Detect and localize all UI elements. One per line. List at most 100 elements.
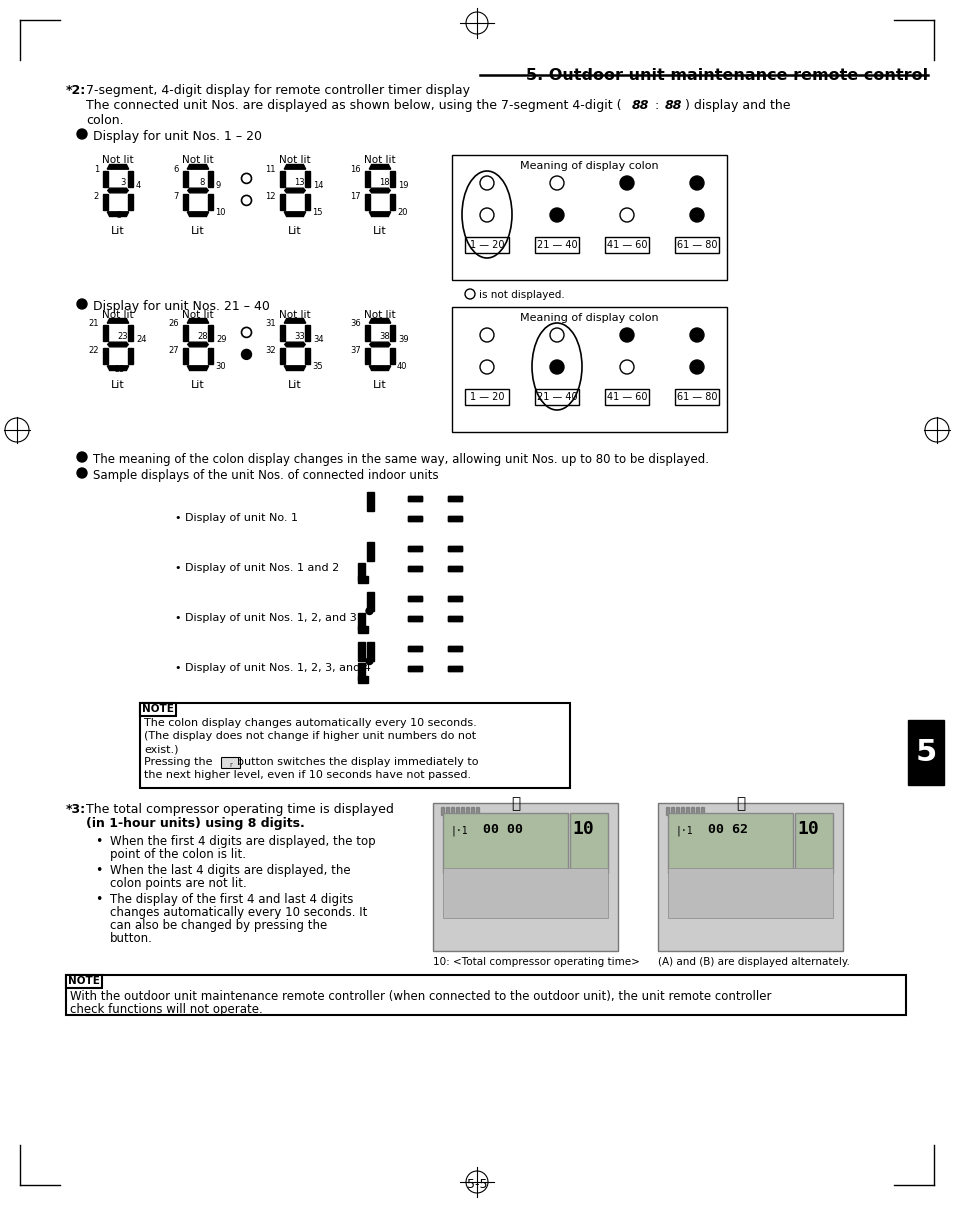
- Circle shape: [77, 452, 87, 462]
- Text: exist.): exist.): [144, 743, 178, 754]
- Text: 29: 29: [215, 335, 226, 345]
- Text: 9: 9: [215, 181, 221, 190]
- Text: 5-5: 5-5: [466, 1178, 487, 1191]
- Text: 1 — 20: 1 — 20: [469, 392, 504, 402]
- Text: Meaning of display colon: Meaning of display colon: [519, 313, 659, 323]
- Polygon shape: [284, 318, 305, 323]
- Polygon shape: [280, 194, 285, 211]
- Text: Not lit: Not lit: [364, 155, 395, 165]
- Polygon shape: [408, 516, 421, 521]
- Polygon shape: [365, 171, 370, 187]
- Text: 25: 25: [114, 365, 125, 374]
- Text: 41 — 60: 41 — 60: [606, 240, 646, 249]
- Bar: [452, 307, 726, 433]
- Text: Ⓐ: Ⓐ: [511, 797, 519, 811]
- Text: • Display of unit Nos. 1, 2, 3, and 4: • Display of unit Nos. 1, 2, 3, and 4: [174, 663, 371, 674]
- Polygon shape: [103, 171, 108, 187]
- Text: 24: 24: [136, 335, 147, 345]
- Polygon shape: [280, 171, 285, 187]
- Text: 40: 40: [396, 362, 407, 371]
- Text: Not lit: Not lit: [182, 155, 213, 165]
- Bar: [535, 389, 578, 405]
- Text: (in 1-hour units) using 8 digits.: (in 1-hour units) using 8 digits.: [86, 817, 304, 830]
- Bar: [604, 237, 648, 253]
- Text: 61 — 80: 61 — 80: [676, 240, 717, 249]
- Polygon shape: [390, 194, 395, 211]
- Polygon shape: [369, 366, 391, 370]
- Polygon shape: [448, 646, 461, 651]
- Polygon shape: [460, 807, 463, 815]
- Circle shape: [479, 176, 494, 190]
- Text: 33: 33: [294, 331, 305, 341]
- Text: colon points are not lit.: colon points are not lit.: [110, 877, 247, 890]
- Text: Pressing the       button switches the display immediately to: Pressing the button switches the display…: [144, 757, 478, 768]
- Polygon shape: [284, 165, 305, 169]
- Polygon shape: [107, 318, 129, 323]
- Text: With the outdoor unit maintenance remote controller (when connected to the outdo: With the outdoor unit maintenance remote…: [70, 991, 771, 1003]
- Bar: [140, 703, 175, 716]
- Polygon shape: [365, 348, 370, 364]
- Polygon shape: [448, 516, 461, 521]
- Text: 5: 5: [915, 737, 936, 768]
- Text: Display for unit Nos. 1 – 20: Display for unit Nos. 1 – 20: [92, 130, 262, 143]
- Polygon shape: [367, 592, 374, 611]
- Polygon shape: [408, 566, 421, 571]
- Text: 6: 6: [173, 165, 179, 174]
- Circle shape: [689, 360, 703, 374]
- Polygon shape: [208, 348, 213, 364]
- Text: 32: 32: [265, 346, 275, 354]
- Text: Display for unit Nos. 21 – 40: Display for unit Nos. 21 – 40: [92, 300, 270, 313]
- Circle shape: [550, 360, 563, 374]
- Polygon shape: [448, 566, 461, 571]
- Text: 21 — 40: 21 — 40: [537, 392, 577, 402]
- Polygon shape: [357, 563, 365, 580]
- Polygon shape: [448, 546, 461, 551]
- Text: Not lit: Not lit: [102, 155, 133, 165]
- Polygon shape: [183, 324, 188, 341]
- Text: point of the colon is lit.: point of the colon is lit.: [110, 848, 246, 862]
- Polygon shape: [208, 171, 213, 187]
- Text: 61 — 80: 61 — 80: [676, 392, 717, 402]
- Text: 3: 3: [120, 178, 125, 187]
- Text: 26: 26: [168, 319, 179, 328]
- Text: 5: 5: [117, 211, 122, 219]
- Polygon shape: [367, 492, 374, 511]
- Text: 36: 36: [350, 319, 360, 328]
- Polygon shape: [305, 171, 310, 187]
- Text: 12: 12: [265, 192, 275, 200]
- Text: Lit: Lit: [373, 227, 387, 236]
- Polygon shape: [690, 807, 693, 815]
- Circle shape: [619, 176, 634, 190]
- Text: 21: 21: [89, 319, 99, 328]
- Polygon shape: [446, 807, 449, 815]
- Text: Sample displays of the unit Nos. of connected indoor units: Sample displays of the unit Nos. of conn…: [92, 469, 438, 482]
- Bar: [140, 703, 569, 788]
- Text: 1 — 20: 1 — 20: [469, 240, 504, 249]
- Polygon shape: [408, 596, 421, 601]
- Text: 18: 18: [378, 178, 390, 187]
- Polygon shape: [448, 666, 461, 671]
- Polygon shape: [370, 188, 390, 193]
- Polygon shape: [448, 616, 461, 621]
- FancyBboxPatch shape: [221, 758, 240, 769]
- Text: 7: 7: [173, 192, 179, 200]
- Polygon shape: [408, 546, 421, 551]
- Bar: [464, 389, 509, 405]
- Bar: [667, 868, 832, 918]
- Text: Not lit: Not lit: [182, 310, 213, 321]
- Text: 39: 39: [397, 335, 408, 345]
- Polygon shape: [448, 496, 461, 501]
- Circle shape: [479, 360, 494, 374]
- Text: 88: 88: [631, 99, 649, 112]
- Polygon shape: [357, 676, 368, 683]
- Text: 13: 13: [294, 178, 305, 187]
- Circle shape: [77, 129, 87, 139]
- Text: 16: 16: [350, 165, 360, 174]
- Text: Meaning of display colon: Meaning of display colon: [519, 161, 659, 171]
- Polygon shape: [408, 666, 421, 671]
- Polygon shape: [370, 342, 390, 347]
- Polygon shape: [680, 807, 683, 815]
- Circle shape: [619, 328, 634, 342]
- Text: 7-segment, 4-digit display for remote controller timer display: 7-segment, 4-digit display for remote co…: [86, 84, 470, 96]
- Text: 10: <Total compressor operating time>: 10: <Total compressor operating time>: [433, 957, 639, 966]
